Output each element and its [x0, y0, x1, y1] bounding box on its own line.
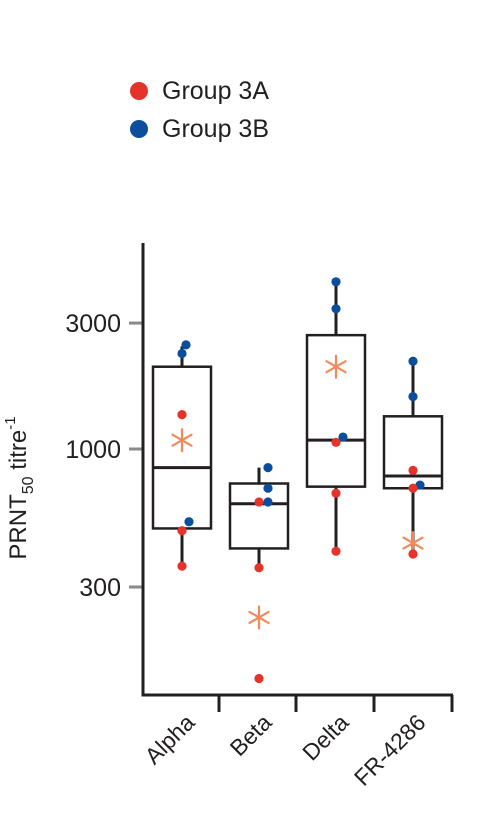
point-fr-4286-5 [408, 483, 418, 493]
y-axis-label-tail: titre [5, 430, 32, 477]
x-label-delta: Delta [297, 709, 353, 765]
x-label-fr-4286: FR-4286 [349, 709, 431, 791]
legend-marker-group-3b [130, 120, 148, 138]
legend-label-group-3b: Group 3B [162, 115, 270, 143]
data-points [177, 277, 425, 684]
point-alpha-4 [184, 517, 194, 527]
point-alpha-5 [177, 526, 187, 536]
box-beta [228, 482, 290, 550]
point-fr-4286-4 [415, 480, 425, 490]
y-axis-ticks: 300 1000 3000 [65, 310, 143, 602]
y-axis-label: PRNT50 titre-1 [2, 416, 37, 559]
point-beta-5 [254, 563, 264, 573]
point-beta-3 [254, 497, 264, 507]
point-alpha-2 [177, 348, 187, 359]
y-tick-label-1000: 1000 [65, 436, 121, 464]
geomean-alpha [171, 428, 193, 453]
point-delta-1 [331, 277, 341, 287]
point-delta-3 [338, 432, 348, 442]
whiskers [180, 279, 415, 567]
box-delta [305, 333, 367, 488]
point-delta-6 [331, 546, 341, 556]
geometric-means [171, 354, 424, 630]
geomean-delta [325, 354, 347, 379]
point-beta-4 [263, 497, 273, 507]
point-beta-2 [263, 483, 273, 493]
x-label-alpha: Alpha [140, 709, 200, 769]
axes [141, 243, 454, 712]
point-beta-1 [263, 463, 273, 473]
point-alpha-1 [181, 340, 191, 350]
boxes [151, 333, 444, 550]
geomean-beta [248, 605, 270, 630]
svg-text:PRNT50 titre-1: PRNT50 titre-1 [2, 416, 37, 559]
legend-marker-group-3a [130, 82, 148, 100]
point-delta-4 [331, 437, 341, 447]
point-fr-4286-2 [408, 391, 418, 402]
y-axis-label-sub: 50 [20, 476, 37, 494]
y-axis-label-main: PRNT [5, 494, 32, 560]
point-delta-5 [331, 488, 341, 498]
point-beta-6 [254, 673, 264, 684]
point-alpha-3 [177, 410, 187, 420]
point-fr-4286-1 [408, 356, 418, 366]
x-label-beta: Beta [225, 709, 277, 761]
legend-label-group-3a: Group 3A [162, 77, 270, 105]
y-tick-label-3000: 3000 [65, 310, 121, 338]
y-tick-label-300: 300 [79, 574, 121, 602]
point-fr-4286-6 [408, 549, 418, 559]
point-fr-4286-3 [408, 465, 418, 475]
y-axis-label-sup: -1 [2, 416, 19, 429]
point-alpha-6 [177, 561, 187, 571]
point-delta-2 [331, 304, 341, 314]
